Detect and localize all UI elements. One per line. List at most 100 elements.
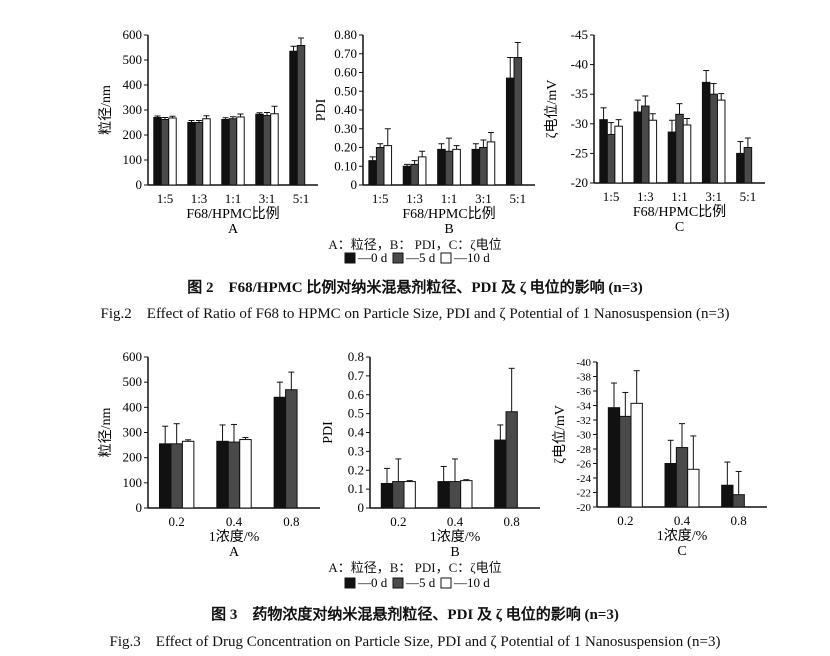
y-tick-label: 0.40 [334, 102, 357, 117]
bar-10d [460, 480, 473, 509]
bar-10d [417, 156, 427, 186]
y-tick-label: 0.6 [348, 387, 365, 402]
panel-label: C [675, 220, 684, 235]
legend-swatch-10d [440, 252, 452, 264]
bar-5d [392, 481, 405, 509]
bar-10d [202, 118, 211, 186]
fig2-caption-en: Fig.2 Effect of Ratio of F68 to HPMC on … [100, 306, 730, 322]
legend-swatch-5d [392, 252, 404, 264]
bar-0d [505, 77, 515, 186]
x-tick-label: 0.8 [731, 513, 747, 528]
y-tick-label: -35 [571, 86, 588, 101]
x-tick-label: 1:1 [441, 191, 458, 206]
bar-10d [648, 119, 658, 184]
y-tick-label: -22 [576, 488, 591, 500]
y-tick-label: 300 [123, 425, 143, 440]
y-tick-label: 0.70 [334, 46, 357, 61]
y-tick-label: 600 [123, 27, 143, 42]
y-tick-label: -40 [571, 57, 588, 72]
legend-label: —5 d [405, 575, 436, 590]
x-tick-label: 3:1 [475, 191, 492, 206]
y-tick-label: 500 [123, 374, 143, 389]
panel-label: A [229, 545, 240, 560]
panel-label: B [444, 222, 453, 237]
bar-0d [633, 111, 643, 184]
bar-10d [168, 117, 177, 186]
y-tick-label: 300 [123, 102, 143, 117]
y-tick-label: 0.1 [348, 481, 364, 496]
bar-0d [402, 165, 412, 186]
bar-5d [732, 494, 745, 508]
bar-0d [255, 113, 264, 186]
x-tick-label: 3:1 [705, 189, 722, 204]
bar-5d [448, 481, 462, 509]
bar-5d [743, 146, 753, 184]
y-tick-label: -36 [576, 386, 591, 398]
y-tick-label: 0.20 [334, 140, 357, 155]
y-tick-label: -24 [576, 473, 591, 485]
bar-10d [181, 440, 195, 509]
y-tick-label: -28 [576, 444, 591, 456]
y-tick-label: -26 [576, 459, 591, 471]
y-tick-label: -32 [576, 415, 591, 427]
x-tick-label: 1:1 [225, 191, 242, 206]
bar-5d [513, 57, 523, 186]
y-tick-label: 200 [123, 450, 143, 465]
y-tick-label: -38 [576, 372, 591, 384]
bar-5d [606, 133, 616, 184]
bar-0d [437, 148, 446, 186]
legend-label: —5 d [405, 250, 436, 265]
bar-5d [444, 150, 454, 186]
bar-0d [494, 439, 507, 509]
y-tick-label: 400 [123, 399, 143, 414]
y-tick-label: -34 [576, 401, 591, 413]
panel-label: B [450, 545, 459, 560]
x-tick-label: 0.4 [447, 514, 464, 529]
bar-0d [664, 463, 677, 508]
y-tick-label: -45 [571, 27, 588, 42]
y-axis-label: PDI [321, 421, 336, 444]
y-tick-label: -30 [576, 430, 591, 442]
y-tick-label: 0.8 [348, 349, 364, 364]
bar-0d [158, 443, 172, 509]
y-tick-label: 0.4 [348, 425, 365, 440]
x-tick-label: 0.2 [617, 513, 633, 528]
x-tick-label: 1:5 [372, 191, 389, 206]
bar-5d [479, 147, 488, 186]
legend-swatch-5d [392, 577, 404, 589]
y-tick-label: 0.3 [348, 443, 364, 458]
bar-5d [410, 163, 419, 186]
y-tick-label: 0.50 [334, 83, 357, 98]
x-tick-label: 0.2 [390, 514, 406, 529]
x-tick-label: 1:5 [157, 191, 174, 206]
y-axis-label: PDI [314, 98, 329, 121]
bar-5d [170, 443, 183, 509]
legend-label: —10 d [453, 575, 490, 590]
bar-0d [153, 117, 162, 186]
x-axis-label: F68/HPMC比例 [402, 206, 495, 222]
bar-5d [675, 113, 684, 184]
bar-0d [437, 481, 450, 509]
bar-5d [227, 441, 241, 509]
bar-0d [599, 119, 608, 184]
x-tick-label: 5:1 [293, 191, 310, 206]
x-axis-label: 1浓度/% [209, 529, 260, 545]
y-tick-label: 0.5 [348, 406, 364, 421]
bar-0d [216, 440, 229, 509]
legend-swatch-10d [440, 577, 452, 589]
y-tick-label: 0.2 [348, 462, 364, 477]
bar-5d [375, 147, 385, 186]
y-tick-label: 0.60 [334, 65, 357, 80]
x-tick-label: 1:5 [603, 189, 620, 204]
bar-0d [380, 482, 394, 509]
y-tick-label: -20 [576, 502, 591, 514]
y-tick-label: 400 [123, 77, 143, 92]
bar-10d [383, 145, 393, 186]
x-axis-label: F68/HPMC比例 [633, 204, 726, 220]
bar-0d [667, 131, 677, 184]
bar-5d [709, 93, 718, 184]
bar-5d [619, 415, 632, 508]
bar-10d [403, 481, 416, 509]
y-axis-label: ζ电位/mV [544, 80, 560, 139]
